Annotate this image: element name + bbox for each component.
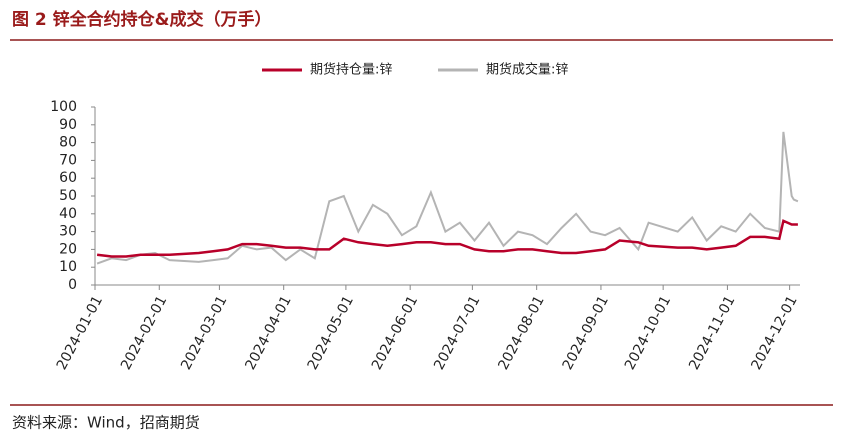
x-tick-label: 2024-01-01 [54, 293, 106, 372]
x-tick-label: 2024-05-01 [305, 293, 357, 372]
x-tick-label: 2024-04-01 [242, 293, 294, 372]
source: 资料来源：Wind，招商期货 [12, 414, 200, 432]
y-tick-label: 0 [68, 277, 77, 293]
x-tick-label: 2024-08-01 [495, 293, 547, 372]
y-tick-label: 10 [59, 259, 77, 275]
x-tick-label: 2024-12-01 [748, 293, 800, 372]
x-tick-label: 2024-03-01 [178, 293, 230, 372]
x-tick-label: 2024-09-01 [560, 293, 612, 372]
x-tick-label: 2024-11-01 [686, 293, 738, 372]
y-tick-label: 100 [50, 99, 77, 115]
x-tick-label: 2024-06-01 [369, 293, 421, 372]
x-tick-label: 2024-02-01 [118, 293, 170, 372]
legend-label: 期货持仓量:锌 [310, 62, 392, 78]
y-tick-label: 30 [59, 224, 77, 240]
series-line [96, 131, 799, 265]
y-tick-label: 80 [59, 135, 77, 151]
series-line [96, 219, 798, 258]
legend-label: 期货成交量:锌 [486, 62, 568, 78]
y-tick-label: 40 [59, 206, 77, 222]
y-tick-label: 70 [59, 152, 77, 168]
x-tick-label: 2024-10-01 [622, 293, 674, 372]
y-tick-label: 60 [59, 170, 77, 186]
x-tick-label: 2024-07-01 [431, 293, 483, 372]
y-tick-label: 50 [59, 188, 77, 204]
y-tick-label: 90 [59, 117, 77, 133]
chart-title: 图 2 锌全合约持仓&成交（万手） [12, 9, 272, 30]
y-tick-label: 20 [59, 241, 77, 257]
